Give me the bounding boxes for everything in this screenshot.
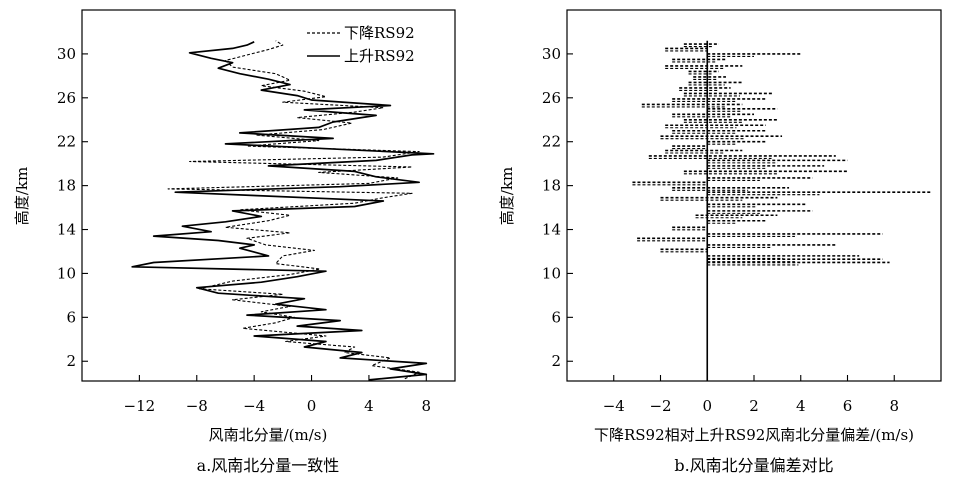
panel-b-plot-area [632,40,932,381]
panel-a-frame [81,9,456,382]
panel-a-y-tick-label: 2 [66,352,76,370]
panel-a-caption: a.风南北分量一致性 [197,456,340,475]
series-line-descent [167,40,420,380]
panel-b-x-tick-label: 8 [889,397,899,415]
panel-a-legend: 下降RS92 上升RS92 [307,24,415,65]
panel-b-x-tick-label: −2 [649,397,671,415]
panel-b-y-tick-label: 26 [542,89,561,107]
panel-a-y-tick-label: 6 [66,308,76,326]
panel-b-y-label: 高度/km [498,167,516,225]
panel-a-y-tick-label: 18 [57,177,76,195]
panel-a-y-tick-label: 26 [57,89,76,107]
panel-a-x-axis: −12 −8 −4 0 4 8 [124,375,432,415]
panel-a-y-tick-label: 30 [57,45,76,63]
panel-b-x-tick-label: 2 [749,397,759,415]
panel-a-y-tick-label: 10 [57,264,76,282]
legend-label-descent: 下降RS92 [344,24,415,42]
panel-b-frame [566,9,942,382]
panel-a-x-tick-label: 8 [422,397,432,415]
panel-a-x-tick-label: 4 [364,397,374,415]
panel-b-caption: b.风南北分量偏差对比 [674,456,833,475]
panel-a-plot-area [131,40,435,381]
panel-b-x-tick-label: 0 [702,397,712,415]
panel-b-x-label: 下降RS92相对上升RS92风南北分量偏差/(m/s) [594,426,914,444]
series-line-ascent [131,41,435,381]
panel-b-y-tick-label: 2 [551,352,561,370]
legend-label-ascent: 上升RS92 [344,47,415,65]
panel-a-y-tick-label: 14 [57,221,76,239]
panel-b-x-tick-label: 6 [843,397,853,415]
panel-b-x-tick-label: 4 [796,397,806,415]
panel-b-y-tick-label: 22 [542,133,561,151]
panel-a-x-tick-label: 0 [307,397,317,415]
panel-b-y-tick-label: 18 [542,177,561,195]
panel-a-x-tick-label: −4 [243,397,265,415]
panel-a-x-label: 风南北分量/(m/s) [209,426,328,444]
panel-b-x-tick-label: −4 [603,397,625,415]
panel-a-x-tick-label: −8 [186,397,208,415]
panel-a-x-tick-label: −12 [124,397,156,415]
panel-b-y-tick-label: 14 [542,221,561,239]
panel-b-y-tick-label: 30 [542,45,561,63]
panel-a-y-label: 高度/km [13,167,31,225]
panel-b-x-axis: −4 −2 0 2 4 6 8 [603,375,899,415]
panel-b-y-tick-label: 6 [551,308,561,326]
panel-b-y-tick-label: 10 [542,264,561,282]
panel-a-y-tick-label: 22 [57,133,76,151]
